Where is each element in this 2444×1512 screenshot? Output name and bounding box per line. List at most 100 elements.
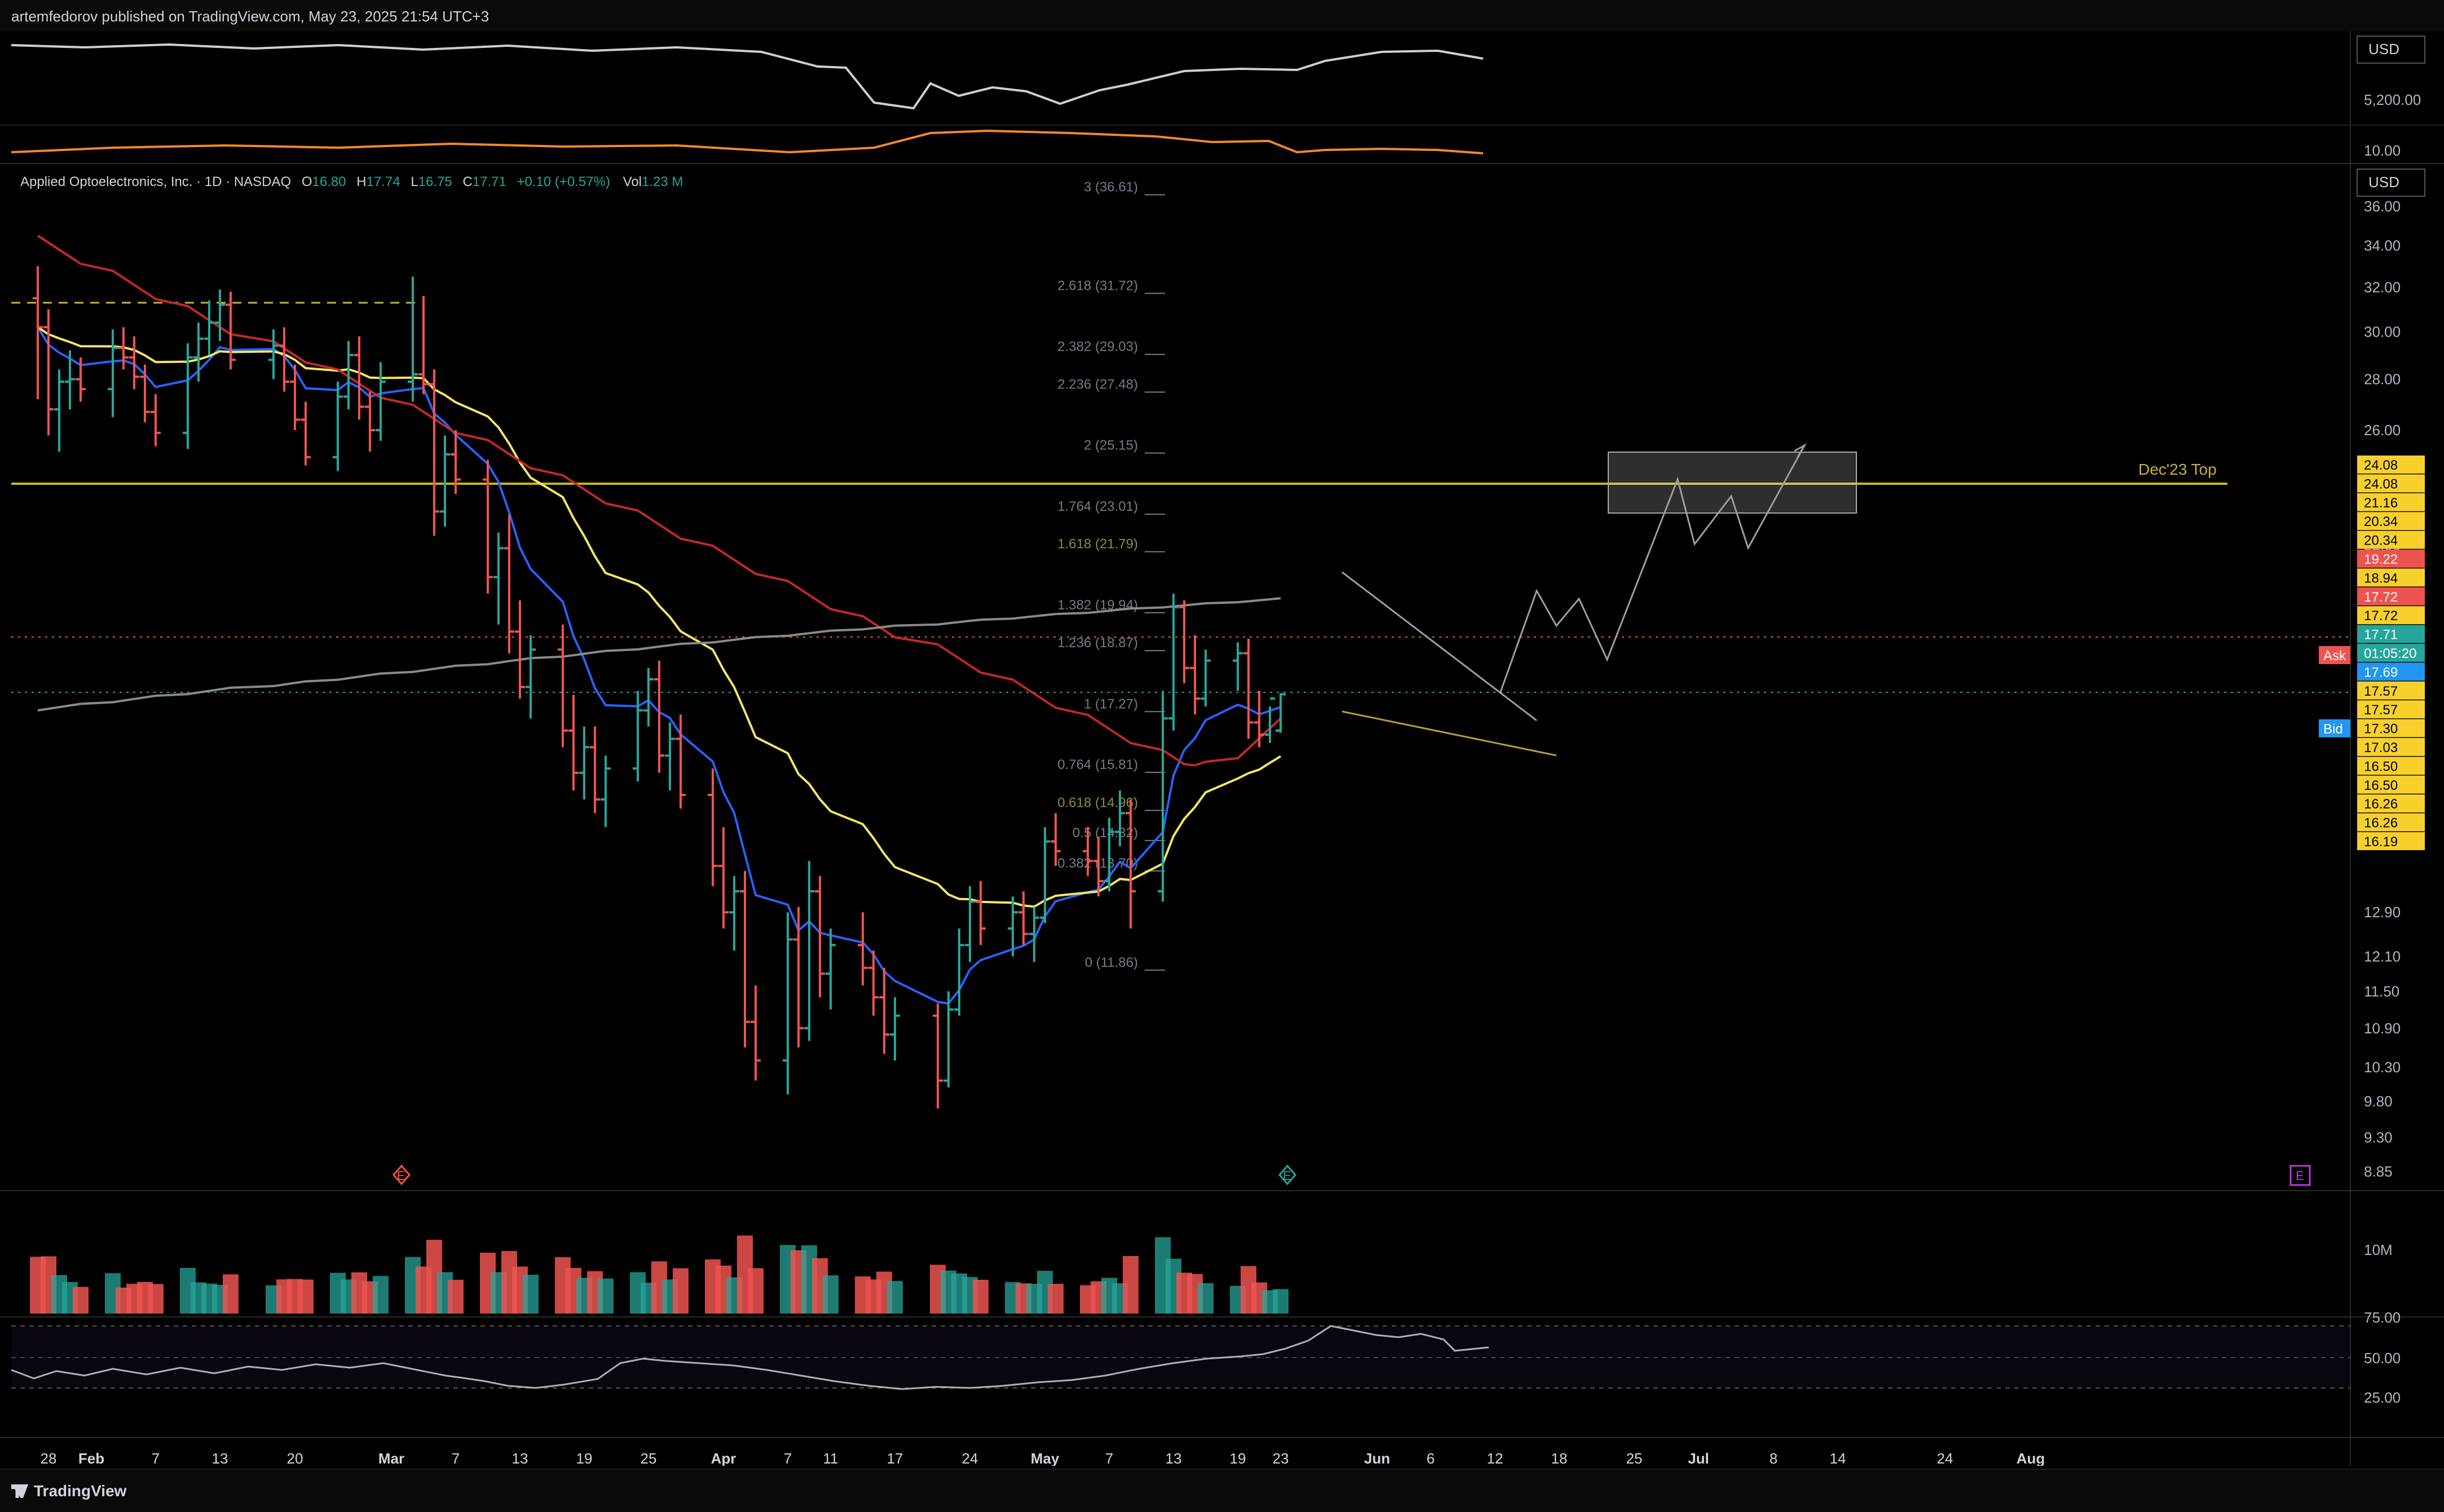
axis-tick: 12.10 <box>2364 948 2401 965</box>
price-tag <box>2357 456 2425 474</box>
ohlc-bar <box>418 296 429 395</box>
target-zone-box <box>1608 452 1857 514</box>
earnings-marker[interactable]: E <box>392 1164 411 1186</box>
volume-bar <box>1273 1289 1289 1314</box>
volume-bar <box>523 1275 539 1314</box>
projection-path <box>1499 445 1806 694</box>
tradingview-logo[interactable]: TradingView <box>11 1482 126 1500</box>
volume-bar <box>823 1275 839 1314</box>
ohlc-bar <box>1265 697 1275 743</box>
ohlc-bar <box>1126 799 1136 929</box>
axis-tick: 8.85 <box>2364 1163 2393 1180</box>
ohlc-bars <box>33 266 1286 1109</box>
axis-tick: 34.00 <box>2364 237 2401 254</box>
volume-bar <box>373 1276 389 1314</box>
earnings-marker[interactable]: E <box>1278 1164 1296 1186</box>
time-axis-label: 23 <box>1273 1450 1289 1466</box>
time-axis-label: 6 <box>1427 1450 1435 1466</box>
ohlc-bar <box>1201 649 1211 707</box>
volume-bar <box>73 1286 89 1314</box>
ohlc-bar <box>429 369 439 536</box>
earnings-marker[interactable]: E <box>2289 1165 2311 1186</box>
price-tag-text: 17.72 <box>2364 590 2398 605</box>
rsi-pane: 75.00 50.00 25.00 <box>11 1309 2401 1406</box>
price-tag-text: 18.94 <box>2364 571 2398 586</box>
legend-h-label: H <box>356 174 366 189</box>
volume-bar <box>973 1280 989 1314</box>
axis-tick: 9.30 <box>2364 1129 2393 1146</box>
price-tag-text: 17.03 <box>2364 740 2398 755</box>
legend-o-label: O <box>302 174 312 189</box>
ohlc-bar <box>526 635 536 719</box>
earnings-marker-shape[interactable] <box>1278 1164 1296 1186</box>
ohlc-bar <box>408 276 418 402</box>
ohlc-bar <box>933 1003 943 1109</box>
time-axis-label: 11 <box>823 1450 839 1466</box>
volume-bar <box>673 1268 689 1314</box>
ohlc-bar <box>943 991 954 1087</box>
fib-level-label: 2.382 (29.03) <box>1057 339 1138 355</box>
volume-bar <box>1198 1283 1214 1314</box>
earnings-marker-shape[interactable] <box>2289 1165 2311 1186</box>
ohlc-bar <box>1018 891 1029 945</box>
time-axis-label: 7 <box>452 1450 460 1466</box>
price-chart[interactable]: USD 5,200.00 10.00 Applied Optoelectroni… <box>0 0 2444 1466</box>
ohlc-bar <box>76 357 86 402</box>
earnings-marker-letter: E <box>1283 1169 1291 1183</box>
ohlc-bar <box>1051 813 1061 866</box>
ohlc-bar <box>215 289 225 341</box>
price-tag-text: 16.19 <box>2364 834 2398 850</box>
volume-bar <box>887 1281 903 1314</box>
price-tag <box>2357 512 2425 530</box>
ohlc-bar <box>33 266 43 400</box>
time-axis-label: 19 <box>576 1450 593 1466</box>
time-axis-label: Aug <box>2017 1450 2045 1466</box>
sma-slow-line <box>37 235 1282 767</box>
main-price-axis: USD 36.0034.0032.0030.0028.0026.0022.001… <box>2357 169 2425 1180</box>
fib-level-label: 2.618 (31.72) <box>1057 278 1138 293</box>
price-tag-text: 19.22 <box>2364 552 2398 567</box>
price-tag-text: 17.71 <box>2364 627 2398 643</box>
time-axis-label: 14 <box>1830 1450 1846 1466</box>
ohlc-bar <box>493 532 504 625</box>
rsi-line <box>11 1325 1489 1390</box>
ohlc-bar <box>868 950 879 1016</box>
time-axis-label: 25 <box>641 1450 657 1466</box>
ohlc-bar <box>483 459 493 594</box>
price-tag <box>2357 606 2425 625</box>
time-axis-label: 19 <box>1230 1450 1246 1466</box>
ohlc-bar <box>515 600 525 699</box>
price-tag-text: 24.08 <box>2364 458 2398 473</box>
ohlc-bar <box>268 329 279 379</box>
price-tag <box>2357 775 2425 794</box>
fib-level-label: 1.382 (19.94) <box>1057 598 1138 613</box>
time-axis-label: 20 <box>287 1450 303 1466</box>
ohlc-bar <box>718 827 729 929</box>
ohlc-bar <box>43 309 54 436</box>
legend-vol-value: 1.23 M <box>642 174 683 189</box>
legend-symbol: Applied Optoelectronics, Inc. · 1D · NAS… <box>20 174 291 189</box>
price-tag <box>2357 662 2425 681</box>
earnings-marker-shape[interactable] <box>392 1164 411 1186</box>
ohlc-bar <box>129 336 139 390</box>
ohlc-bar <box>783 912 793 1095</box>
price-tag-text: 17.72 <box>2364 608 2398 624</box>
ohlc-bar <box>301 401 311 466</box>
axis-tick: 9.80 <box>2364 1093 2393 1110</box>
price-tag <box>2357 738 2425 756</box>
ask-label: Ask <box>2323 648 2346 664</box>
rsi-axis-tick: 25.00 <box>2364 1389 2401 1406</box>
price-tag <box>2357 644 2425 662</box>
ohlc-bar <box>976 881 986 945</box>
fib-level-label: 0.618 (14.96) <box>1057 795 1138 810</box>
price-tag <box>2357 550 2425 568</box>
ohlc-bar <box>1243 638 1254 739</box>
time-axis-label: 25 <box>1626 1450 1643 1466</box>
volume-bar <box>748 1268 764 1314</box>
price-tag-text: 16.50 <box>2364 778 2398 793</box>
axis-tick: 12.90 <box>2364 904 2401 921</box>
ohlc-bar <box>815 876 825 998</box>
ohlc-bar <box>140 364 150 423</box>
fib-level-label: 0.5 (14.32) <box>1073 825 1138 841</box>
earnings-marker-letter: E <box>2296 1169 2304 1183</box>
